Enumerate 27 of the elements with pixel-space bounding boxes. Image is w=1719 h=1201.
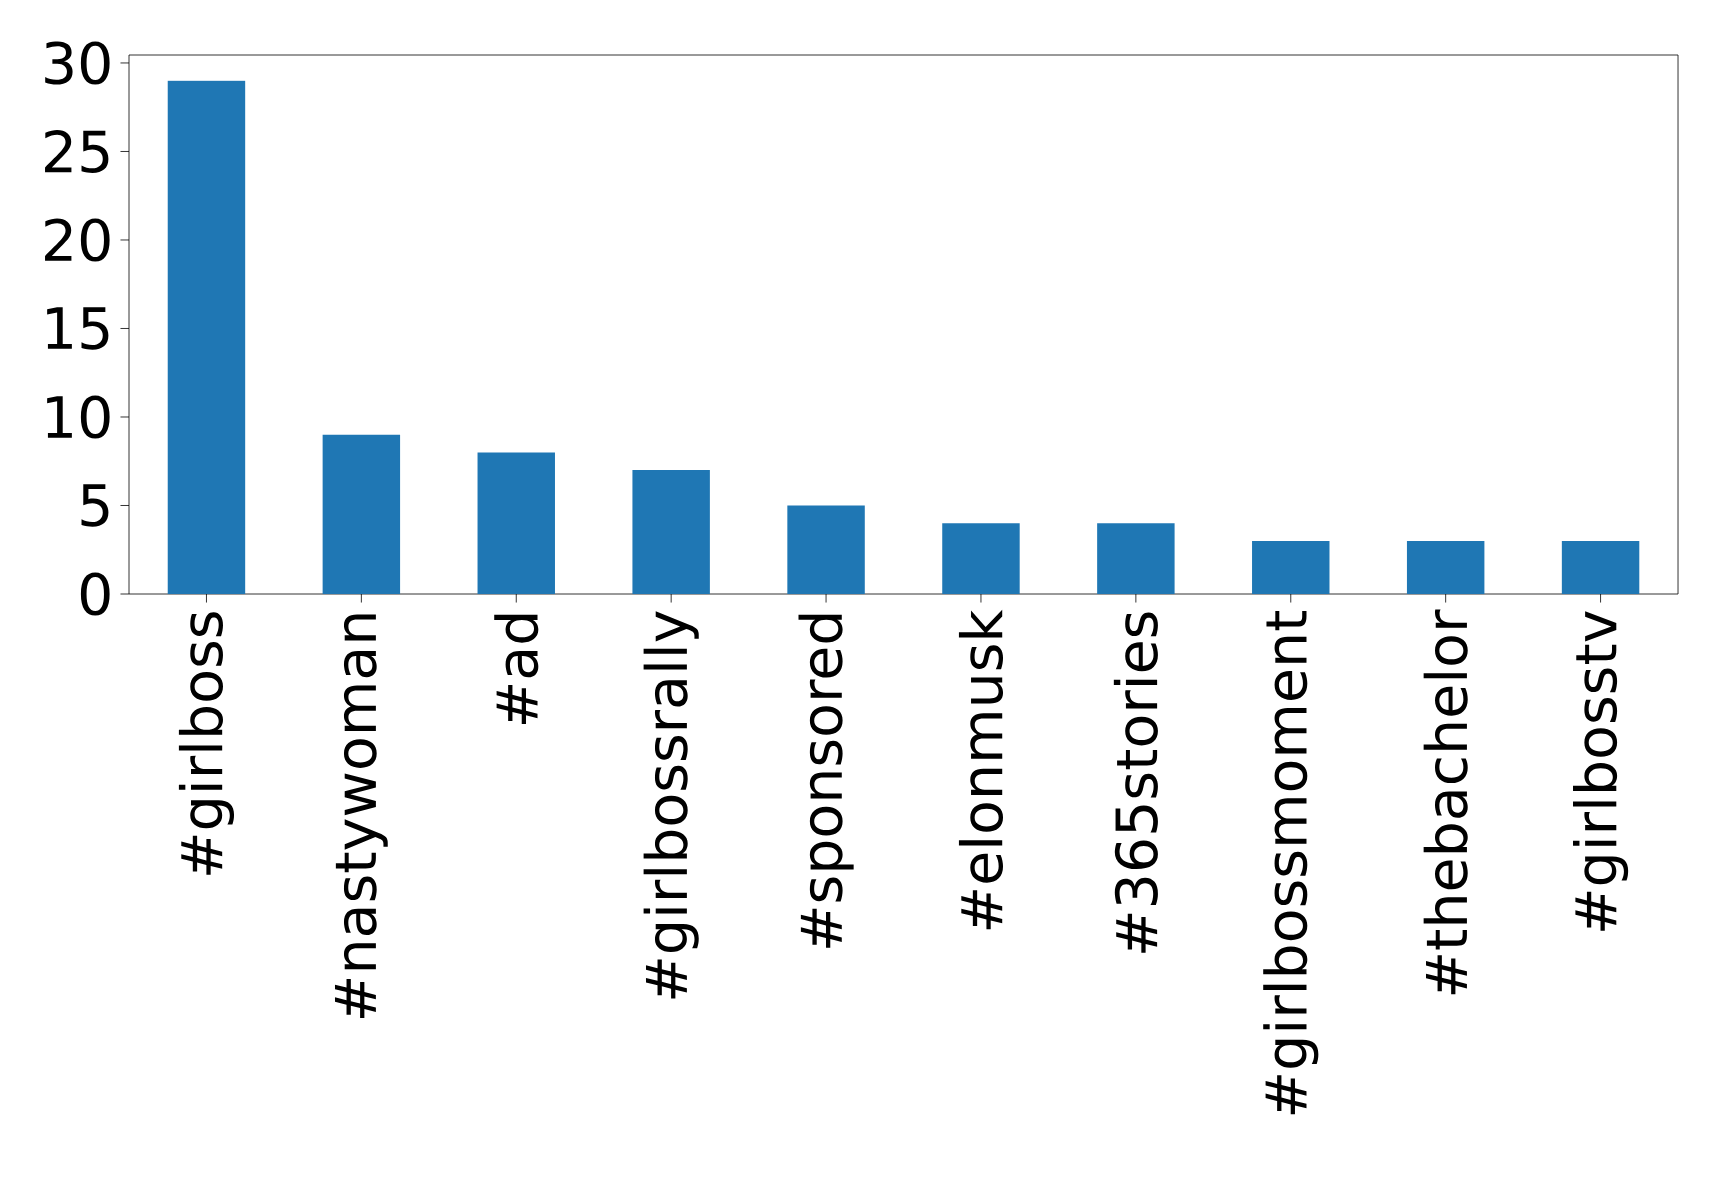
y-tick-label: 20 xyxy=(45,218,110,262)
bar xyxy=(167,80,246,594)
y-tick-label: 25 xyxy=(45,129,109,174)
bar xyxy=(1406,540,1485,594)
bar xyxy=(322,434,401,594)
bar xyxy=(477,452,555,594)
x-tick-label: #girlbossmoment xyxy=(1263,610,1319,1115)
x-tick-label: #girlbosstv xyxy=(1573,611,1629,931)
y-tick-label: 0 xyxy=(80,572,110,616)
x-tick-label: #girlbossrally xyxy=(643,611,699,999)
x-tick-label: #elonmusk xyxy=(958,609,1004,930)
x-tick-label: #thebachelor xyxy=(1423,609,1468,995)
x-tick-label: #sponsored xyxy=(798,614,854,948)
bar xyxy=(1252,540,1330,594)
bar xyxy=(632,470,710,594)
y-tick-label: 5 xyxy=(81,484,109,527)
y-tick-label: 15 xyxy=(47,307,109,350)
bar xyxy=(1097,523,1175,594)
bar xyxy=(1561,540,1640,594)
x-tick-label: #ad xyxy=(494,614,539,725)
bar xyxy=(942,523,1020,594)
x-tick-label: #nastywoman xyxy=(334,614,388,1018)
y-tick-label: 10 xyxy=(47,395,110,439)
x-tick-label: #girlboss xyxy=(178,612,235,875)
x-tick-label: #365stories xyxy=(1113,612,1158,953)
bar xyxy=(787,505,865,594)
y-tick-label: 30 xyxy=(45,41,110,85)
